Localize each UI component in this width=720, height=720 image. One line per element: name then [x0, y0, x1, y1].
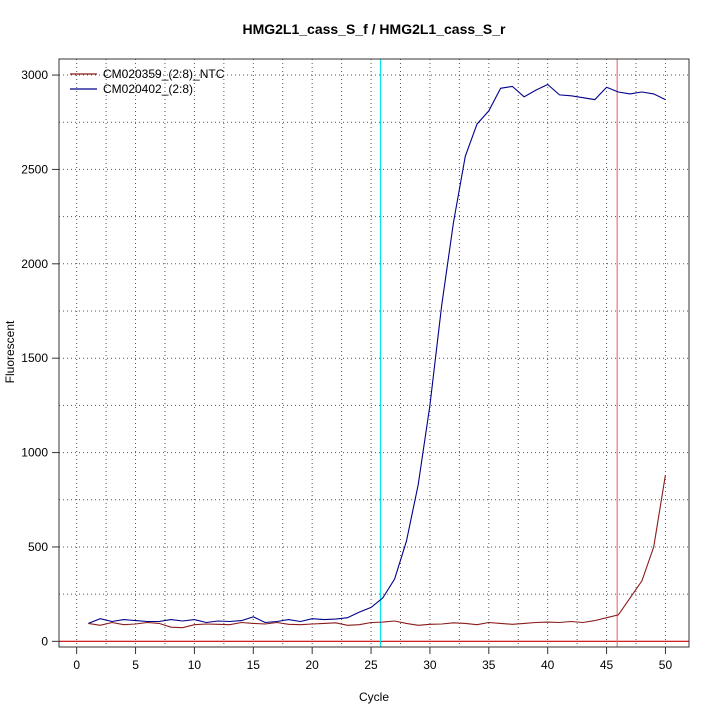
- series-line: [88, 83, 666, 624]
- x-axis-label: Cycle: [359, 690, 389, 704]
- y-axis-label: Fluorescent: [3, 320, 17, 383]
- y-tick-label: 2500: [21, 162, 48, 176]
- series-line: [88, 475, 666, 629]
- legend-label: CM020359_(2:8)_NTC: [103, 67, 225, 81]
- x-tick-label: 15: [247, 658, 261, 672]
- chart-title: HMG2L1_cass_S_f / HMG2L1_cass_S_r: [242, 21, 506, 37]
- y-tick-label: 3000: [21, 68, 48, 82]
- y-tick-label: 0: [41, 634, 48, 648]
- y-tick-label: 1000: [21, 446, 48, 460]
- x-tick-label: 45: [600, 658, 614, 672]
- plot-frame: [58, 58, 690, 648]
- x-tick-label: 5: [132, 658, 139, 672]
- y-tick-label: 2000: [21, 257, 48, 271]
- x-tick-label: 20: [305, 658, 319, 672]
- x-tick-label: 35: [482, 658, 496, 672]
- x-tick-label: 25: [364, 658, 378, 672]
- plot-area: [59, 59, 689, 647]
- y-tick-label: 500: [28, 540, 48, 554]
- y-tick-label: 1500: [21, 351, 48, 365]
- x-tick-label: 0: [73, 658, 80, 672]
- x-tick-label: 50: [659, 658, 673, 672]
- legend-label: CM020402_(2:8): [103, 82, 193, 96]
- x-tick-label: 10: [188, 658, 202, 672]
- x-tick-label: 30: [423, 658, 437, 672]
- x-tick-label: 40: [541, 658, 555, 672]
